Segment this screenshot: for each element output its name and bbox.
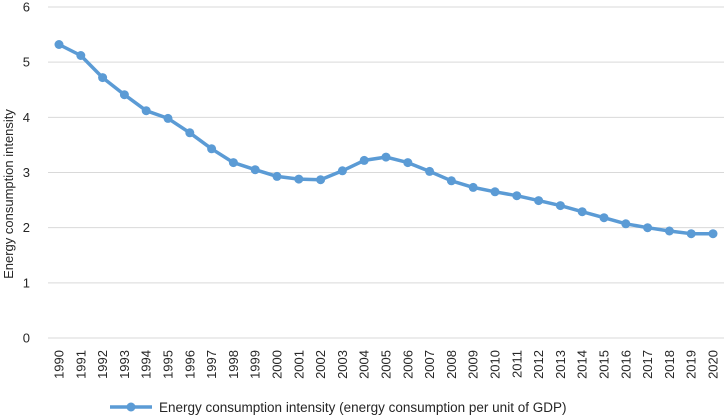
data-point-2012 xyxy=(534,196,544,206)
data-point-2002 xyxy=(316,175,326,185)
data-point-1997 xyxy=(207,144,217,154)
x-tick-label: 1990 xyxy=(52,350,67,379)
legend-label: Energy consumption intensity (energy con… xyxy=(159,400,566,415)
x-tick-label: 2020 xyxy=(706,350,721,379)
x-tick-label: 1998 xyxy=(226,350,241,379)
y-tick-label: 1 xyxy=(23,275,30,290)
x-tick-label: 2001 xyxy=(291,350,306,379)
data-point-1990 xyxy=(54,40,64,49)
x-tick-label: 1995 xyxy=(161,350,176,379)
x-tick-label: 2012 xyxy=(531,350,546,379)
data-point-2020 xyxy=(708,229,718,239)
x-tick-label: 2014 xyxy=(575,350,590,379)
data-point-1999 xyxy=(250,165,260,175)
x-tick-label: 2019 xyxy=(684,350,699,379)
y-axis-title: Energy consumption intensity xyxy=(1,109,16,279)
gridlines xyxy=(48,6,724,339)
data-point-2000 xyxy=(272,171,282,181)
data-point-1998 xyxy=(228,158,238,168)
x-tick-label: 2002 xyxy=(313,350,328,379)
x-tick-label: 2018 xyxy=(662,350,677,379)
data-point-2019 xyxy=(686,229,696,239)
x-tick-label: 2000 xyxy=(270,350,285,379)
y-tick-label: 6 xyxy=(23,0,30,15)
data-point-1994 xyxy=(141,106,151,116)
x-tick-label: 2004 xyxy=(357,350,372,379)
series-group xyxy=(54,40,718,239)
x-tick-label: 2010 xyxy=(488,350,503,379)
x-tick-label: 1999 xyxy=(248,350,263,379)
data-point-2009 xyxy=(468,182,478,192)
x-tick-label: 1997 xyxy=(204,350,219,379)
x-tick-label: 2009 xyxy=(466,350,481,379)
x-tick-label: 2003 xyxy=(335,350,350,379)
data-point-1995 xyxy=(163,113,173,123)
data-point-1991 xyxy=(76,51,86,60)
data-point-2015 xyxy=(599,213,609,223)
y-tick-label: 3 xyxy=(23,165,30,180)
x-tick-label: 2005 xyxy=(379,350,394,379)
x-tick-label: 1991 xyxy=(73,350,88,379)
data-point-2005 xyxy=(381,152,391,162)
x-tick-label: 2013 xyxy=(553,350,568,379)
y-tick-label: 2 xyxy=(23,220,30,235)
data-point-2013 xyxy=(555,201,565,211)
data-point-2010 xyxy=(490,187,500,197)
x-tick-label: 1994 xyxy=(139,350,154,379)
data-point-2003 xyxy=(337,166,347,176)
legend-marker-swatch xyxy=(126,402,136,412)
x-tick-label: 2015 xyxy=(597,350,612,379)
series-line xyxy=(57,42,715,236)
x-tick-label: 2017 xyxy=(640,350,655,379)
x-tick-label: 2016 xyxy=(618,350,633,379)
x-tick-label: 1992 xyxy=(95,350,110,379)
x-tick-label: 1996 xyxy=(182,350,197,379)
data-point-2018 xyxy=(664,226,674,236)
x-tick-label: 2011 xyxy=(509,350,524,378)
x-tick-label: 2006 xyxy=(400,350,415,379)
data-point-2017 xyxy=(643,223,653,233)
x-axis-ticks: 1990 1991 1992 1993 1994 1995 1996 1997 1998 1999… xyxy=(52,350,721,379)
data-point-2007 xyxy=(425,166,435,176)
y-tick-label: 4 xyxy=(23,110,30,125)
data-point-2006 xyxy=(403,158,413,168)
data-point-2004 xyxy=(359,155,369,165)
data-point-2014 xyxy=(577,207,587,217)
y-tick-label: 5 xyxy=(23,55,30,70)
data-point-2008 xyxy=(446,176,456,186)
legend: Energy consumption intensity (energy con… xyxy=(110,400,566,415)
y-axis-ticks: 0 1 2 3 4 5 6 xyxy=(23,0,30,346)
data-point-1996 xyxy=(185,128,195,138)
data-point-1992 xyxy=(98,73,108,83)
x-tick-label: 1993 xyxy=(117,350,132,379)
data-point-2011 xyxy=(512,191,522,201)
data-point-2016 xyxy=(621,219,631,229)
data-point-1993 xyxy=(119,90,129,100)
x-tick-label: 2008 xyxy=(444,350,459,379)
y-tick-label: 0 xyxy=(23,331,30,346)
data-point-2001 xyxy=(294,174,304,184)
x-tick-label: 2007 xyxy=(422,350,437,379)
